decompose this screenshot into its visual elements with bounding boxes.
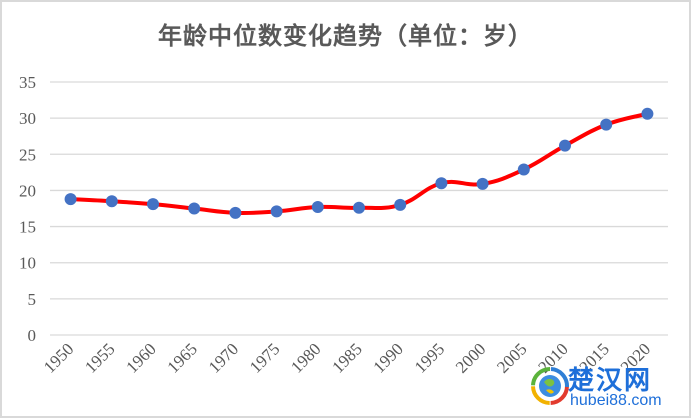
data-point-marker [270, 205, 283, 218]
x-tick-label: 2005 [493, 339, 530, 376]
y-tick-label: 30 [19, 109, 36, 128]
data-point-marker [311, 201, 324, 214]
data-point-marker [559, 139, 571, 152]
data-point-marker [641, 107, 654, 120]
data-point-marker [353, 201, 365, 214]
data-point-marker [435, 177, 448, 190]
y-tick-label: 15 [19, 218, 36, 237]
data-point-marker [229, 206, 242, 219]
y-tick-label: 20 [19, 181, 36, 200]
watermark-url: hubei88.com [570, 392, 662, 409]
x-tick-label: 1995 [411, 339, 448, 376]
y-tick-label: 35 [19, 73, 36, 92]
data-point-marker [517, 163, 530, 176]
x-tick-label: 1980 [287, 339, 324, 376]
x-tick-label: 1985 [328, 339, 365, 376]
watermark: 楚汉网 hubei88.com [528, 358, 688, 414]
y-tick-label: 25 [19, 145, 36, 164]
data-point-marker [476, 177, 489, 190]
x-tick-label: 1960 [122, 339, 159, 376]
data-point-marker [600, 118, 613, 131]
x-tick-label: 2000 [452, 339, 489, 376]
y-tick-label: 10 [19, 254, 36, 273]
x-tick-label: 1955 [81, 339, 118, 376]
y-tick-label: 5 [28, 290, 37, 309]
data-point-marker [64, 193, 77, 206]
x-tick-label: 1965 [164, 339, 201, 376]
x-tick-label: 1990 [370, 339, 407, 376]
globe-logo-icon [531, 367, 569, 405]
x-tick-label: 1950 [40, 339, 77, 376]
data-point-marker [147, 198, 159, 211]
data-point-marker [105, 195, 118, 208]
y-tick-label: 0 [28, 326, 37, 345]
data-point-marker [394, 198, 407, 211]
watermark-name: 楚汉网 [568, 366, 653, 396]
data-point-marker [188, 202, 201, 215]
x-tick-label: 1975 [246, 339, 283, 376]
chart-title: 年龄中位数变化趋势（单位：岁） [158, 21, 533, 50]
series-line [68, 111, 650, 216]
x-tick-label: 1970 [205, 339, 242, 376]
